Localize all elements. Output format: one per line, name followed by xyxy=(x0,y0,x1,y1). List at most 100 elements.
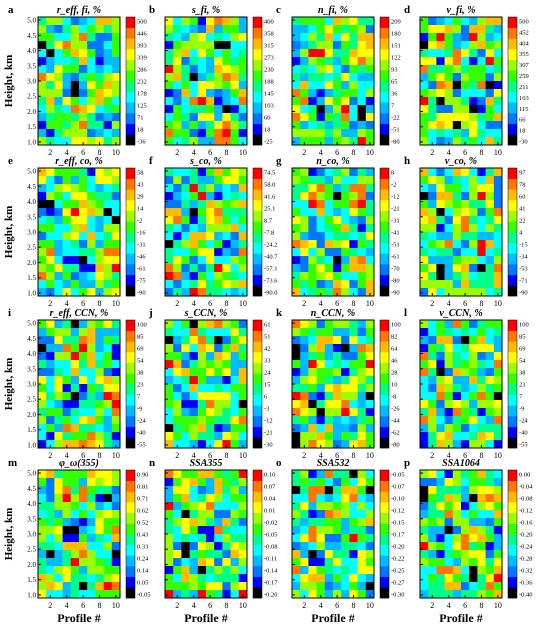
heatmap-cell xyxy=(428,224,437,233)
heatmap-cell xyxy=(54,113,63,122)
heatmap-cell xyxy=(95,344,104,353)
heatmap-cell xyxy=(357,320,367,329)
heatmap-cell xyxy=(341,336,350,345)
heatmap-cell xyxy=(54,534,63,543)
heatmap-cell xyxy=(300,542,309,551)
heatmap-cell xyxy=(485,384,495,393)
heatmap-cell xyxy=(341,121,350,130)
heatmap-cell xyxy=(206,494,215,503)
heatmap-cell xyxy=(308,81,317,90)
heatmap-cell xyxy=(477,424,486,433)
heatmap-cell xyxy=(436,57,445,66)
colorbar-segment xyxy=(508,221,517,233)
heatmap-cell xyxy=(189,240,199,249)
heatmap-cell xyxy=(197,25,207,34)
heatmap-cell xyxy=(95,470,104,479)
y-tick-label: 3.0 xyxy=(27,229,36,237)
heatmap-cell xyxy=(469,400,478,409)
heatmap-cell xyxy=(485,73,495,82)
colorbar-segment xyxy=(380,59,389,71)
y-tick-label: 2.0 xyxy=(27,259,36,267)
heatmap-cell xyxy=(222,49,231,58)
colorbar-segment xyxy=(508,49,517,60)
heatmap-cell xyxy=(349,184,358,193)
heatmap-cell xyxy=(214,33,223,42)
heatmap-cell xyxy=(38,248,47,257)
heatmap-cell xyxy=(189,65,199,74)
heatmap-cell xyxy=(79,566,88,575)
x-tick-label: 8 xyxy=(352,148,356,157)
heatmap-cell xyxy=(189,33,199,42)
heatmap-cell xyxy=(469,470,478,479)
heatmap-cell xyxy=(341,416,350,425)
heatmap-cell xyxy=(469,73,478,82)
heatmap-cell xyxy=(103,232,113,241)
heatmap-cell xyxy=(46,121,55,130)
heatmap-cell xyxy=(238,566,248,575)
y-tick-label: 3.0 xyxy=(27,381,36,389)
heatmap-cell xyxy=(316,168,326,177)
heatmap-cell xyxy=(357,550,367,559)
heatmap-cell xyxy=(357,486,367,495)
heatmap-cell xyxy=(292,344,301,353)
heatmap-cell xyxy=(165,478,174,487)
heatmap-cell xyxy=(206,113,215,122)
colorbar-tick-label: 145 xyxy=(264,91,274,98)
heatmap-cell xyxy=(365,41,375,50)
heatmap-cell xyxy=(485,494,495,503)
heatmap-cell xyxy=(461,208,470,217)
heatmap-cell xyxy=(173,81,182,90)
heatmap-cell xyxy=(444,392,454,401)
heatmap-cell xyxy=(485,280,495,289)
heatmap-cell xyxy=(38,502,47,511)
colorbar-segment xyxy=(380,330,389,342)
heatmap-cell xyxy=(103,360,113,369)
colorbar-tick-label: 28 xyxy=(391,370,398,377)
heatmap-cell xyxy=(54,97,63,106)
heatmap-cell xyxy=(341,17,350,26)
heatmap-cell xyxy=(173,470,182,479)
heatmap-cell xyxy=(420,368,429,377)
colorbar-tick-label: -53 xyxy=(519,266,528,273)
colorbar-tick-label: 93 xyxy=(391,67,398,74)
heatmap-cell xyxy=(230,526,240,535)
heatmap-cell xyxy=(420,272,429,281)
heatmap-cell xyxy=(324,57,334,66)
heatmap-cell xyxy=(444,320,454,329)
heatmap-cell xyxy=(103,574,113,583)
heatmap-cell xyxy=(70,17,80,26)
heatmap-cell xyxy=(103,240,113,249)
heatmap-cell xyxy=(206,352,215,361)
heatmap-cell xyxy=(181,25,190,34)
heatmap-cell xyxy=(173,200,182,209)
heatmap-cell xyxy=(103,184,113,193)
heatmap-cell xyxy=(436,440,445,449)
heatmap-cell xyxy=(103,81,113,90)
heatmap-cell xyxy=(46,440,55,449)
heatmap-cell xyxy=(436,432,445,441)
heatmap-cell xyxy=(444,574,454,583)
heatmap-cell xyxy=(477,256,486,265)
heatmap-cell xyxy=(206,97,215,106)
heatmap-cell xyxy=(181,502,190,511)
heatmap-cell xyxy=(111,25,121,34)
colorbar-segment xyxy=(126,394,135,406)
heatmap-cell xyxy=(333,25,342,34)
heatmap-cell xyxy=(300,256,309,265)
heatmap-cell xyxy=(444,272,454,281)
heatmap-cell xyxy=(197,288,207,297)
heatmap-cell xyxy=(87,478,96,487)
heatmap-cell xyxy=(292,129,301,138)
heatmap-cell xyxy=(485,121,495,130)
heatmap-cell xyxy=(316,550,326,559)
heatmap-cell xyxy=(452,558,462,567)
heatmap-cell xyxy=(308,574,317,583)
heatmap-cell xyxy=(79,478,88,487)
x-tick-label: 2 xyxy=(302,299,306,308)
colorbar-tick-label: 0.01 xyxy=(264,508,275,515)
colorbar-tick-label: 38 xyxy=(137,370,144,377)
heatmap-cell xyxy=(165,558,174,567)
heatmap-cell xyxy=(420,256,429,265)
heatmap-cell xyxy=(197,184,207,193)
colorbar-tick-label: 85 xyxy=(519,334,526,341)
